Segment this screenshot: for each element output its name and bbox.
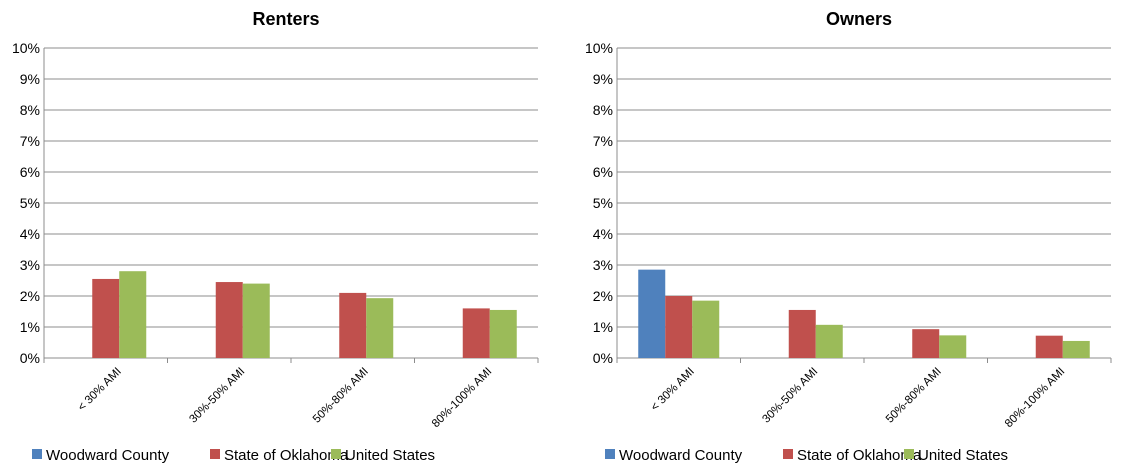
renters-chart: Renters 0% 1% 2% 3% 4% 5% 6% 7% 8% 9% 10% < 30% AMI 3… <box>0 0 560 472</box>
chart-title: Renters <box>252 9 319 29</box>
bar-united-states-80-100-ami <box>489 309 517 358</box>
x-tick-label: 80%-100% AMI <box>430 366 495 431</box>
y-tick-label: 9% <box>593 71 613 87</box>
y-tick-label: 2% <box>20 288 40 304</box>
y-tick-label: 10% <box>12 40 40 56</box>
bar-united-states-30-ami <box>692 300 720 358</box>
renters-chart-svg: Renters 0% 1% 2% 3% 4% 5% 6% 7% 8% 9% 10% < 30% AMI 3… <box>12 9 539 464</box>
legend-label-woodward-county: Woodward County <box>619 447 743 464</box>
x-tick-label: 30%-50% AMI <box>760 366 820 426</box>
bar-united-states-80-100-ami <box>1062 340 1090 358</box>
legend-label-united-states: United States <box>918 447 1008 464</box>
bar-state-of-oklahoma-30-50-ami <box>788 309 816 358</box>
y-tick-label: 8% <box>20 102 40 118</box>
y-tick-label: 10% <box>585 40 613 56</box>
owners-chart-svg: Owners 0% 1% 2% 3% 4% 5% 6% 7% 8% 9% 10% < 30% AMI 30… <box>585 9 1112 464</box>
legend-swatch-woodward-county <box>605 449 615 459</box>
bar-state-of-oklahoma-80-100-ami <box>1035 335 1063 358</box>
x-tick-label: 80%-100% AMI <box>1003 366 1068 431</box>
bar-state-of-oklahoma-50-80-ami <box>912 329 940 358</box>
y-tick-label: 0% <box>20 350 40 366</box>
y-tick-label: 4% <box>20 226 40 242</box>
y-tick-label: 1% <box>20 319 40 335</box>
y-tick-label: 7% <box>593 133 613 149</box>
legend-swatch-united-states <box>904 449 914 459</box>
bar-state-of-oklahoma-30-50-ami <box>215 282 243 358</box>
y-tick-label: 8% <box>593 102 613 118</box>
legend-label-state-of-oklahoma: State of Oklahoma <box>224 447 349 464</box>
x-tick-label: < 30% AMI <box>76 366 124 414</box>
bar-united-states-50-80-ami <box>366 298 394 358</box>
legend-swatch-state-of-oklahoma <box>783 449 793 459</box>
y-tick-label: 5% <box>593 195 613 211</box>
bar-state-of-oklahoma-30-ami <box>92 278 120 358</box>
legend-swatch-united-states <box>331 449 341 459</box>
y-tick-label: 2% <box>593 288 613 304</box>
y-tick-label: 4% <box>593 226 613 242</box>
x-tick-label: 50%-80% AMI <box>311 366 371 426</box>
y-tick-label: 5% <box>20 195 40 211</box>
y-tick-label: 6% <box>593 164 613 180</box>
x-tick-label: 50%-80% AMI <box>884 366 944 426</box>
bar-state-of-oklahoma-80-100-ami <box>462 308 490 358</box>
bar-woodward-county-30-ami <box>638 269 666 358</box>
bar-state-of-oklahoma-50-80-ami <box>339 292 367 358</box>
x-tick-label: < 30% AMI <box>649 366 697 414</box>
bar-united-states-50-80-ami <box>939 335 967 358</box>
legend-label-united-states: United States <box>345 447 435 464</box>
legend-label-woodward-county: Woodward County <box>46 447 170 464</box>
chart-title: Owners <box>826 9 892 29</box>
y-tick-label: 6% <box>20 164 40 180</box>
y-tick-label: 9% <box>20 71 40 87</box>
y-tick-label: 0% <box>593 350 613 366</box>
legend-label-state-of-oklahoma: State of Oklahoma <box>797 447 922 464</box>
bar-united-states-30-50-ami <box>242 283 270 358</box>
y-tick-label: 7% <box>20 133 40 149</box>
y-tick-label: 3% <box>593 257 613 273</box>
legend-swatch-state-of-oklahoma <box>210 449 220 459</box>
bar-state-of-oklahoma-30-ami <box>665 296 693 358</box>
y-tick-label: 3% <box>20 257 40 273</box>
y-tick-label: 1% <box>593 319 613 335</box>
bar-united-states-30-50-ami <box>815 324 843 358</box>
owners-chart: Owners 0% 1% 2% 3% 4% 5% 6% 7% 8% 9% 10% < 30% AMI 30… <box>573 0 1133 472</box>
x-tick-label: 30%-50% AMI <box>187 366 247 426</box>
legend-swatch-woodward-county <box>32 449 42 459</box>
bar-united-states-30-ami <box>119 271 147 358</box>
